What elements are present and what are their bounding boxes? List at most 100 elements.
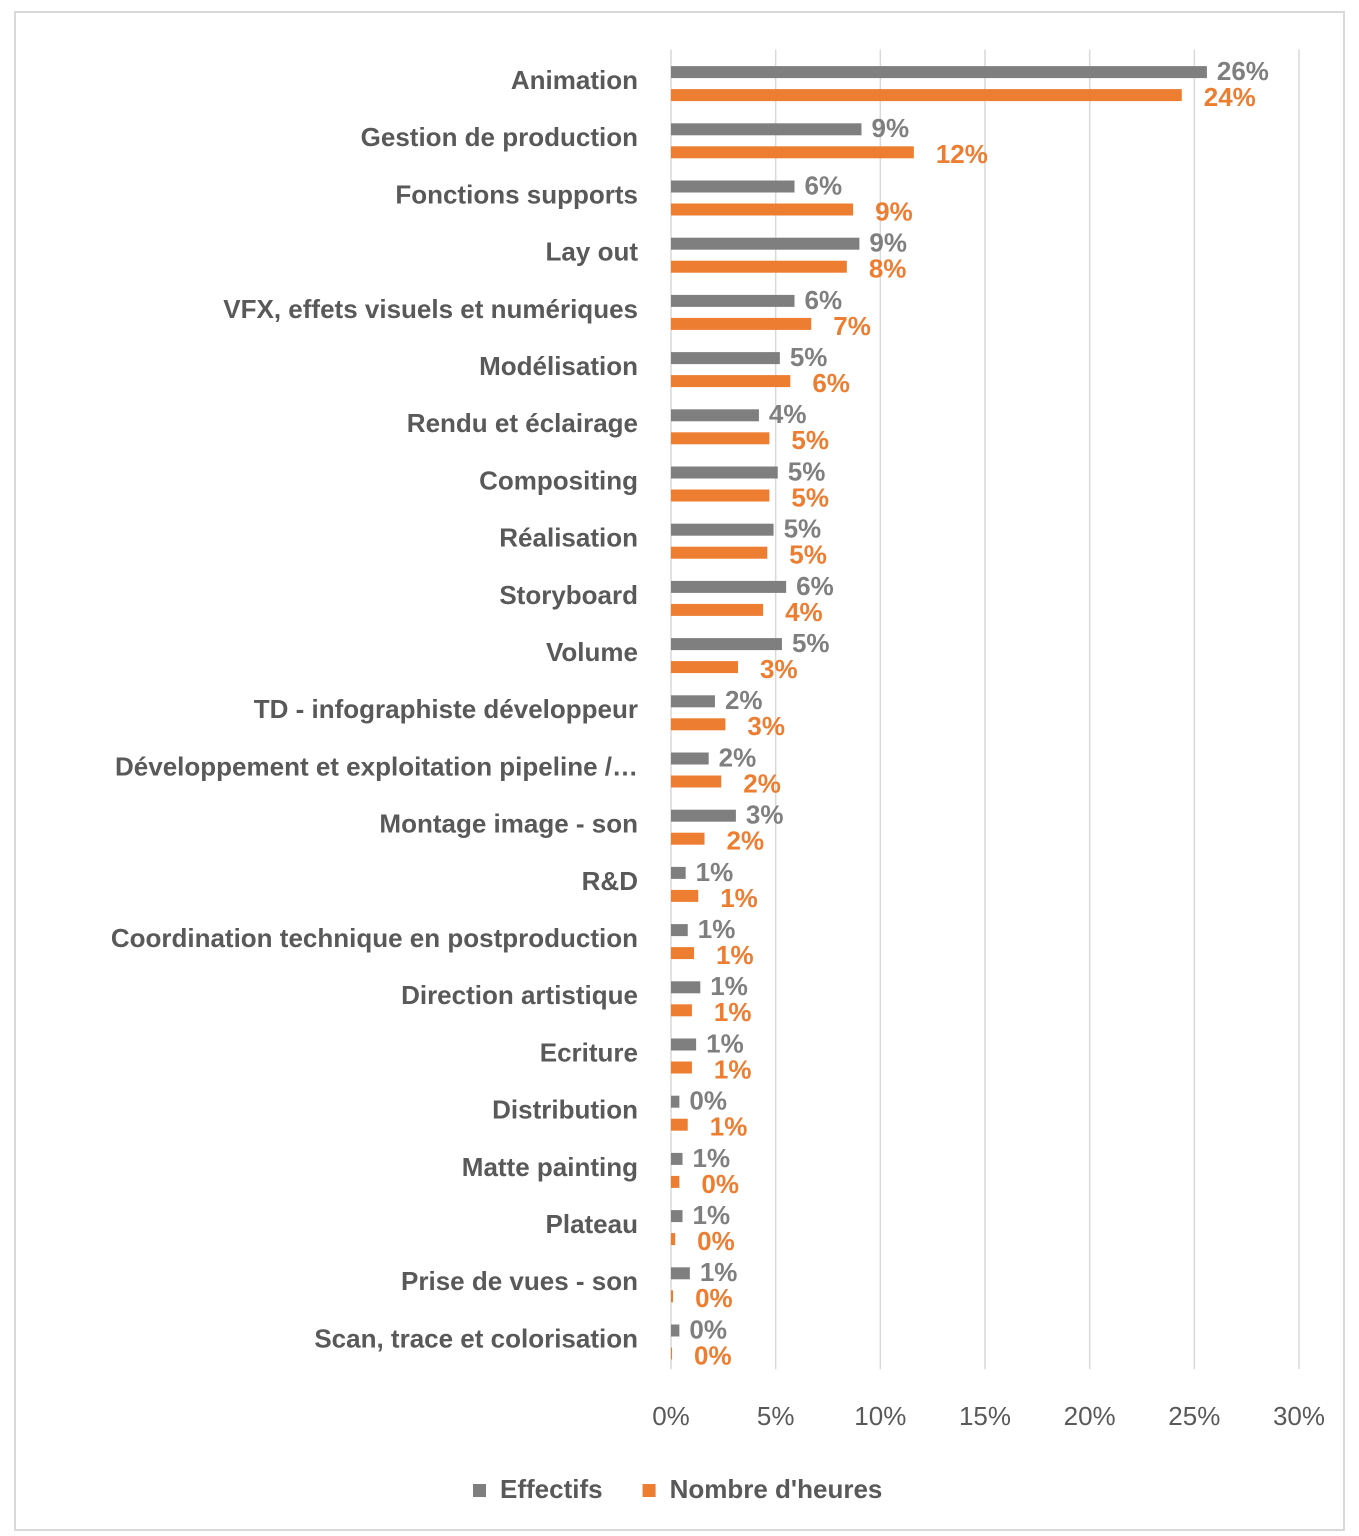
category-label: Scan, trace et colorisation xyxy=(314,1323,638,1353)
bar xyxy=(671,203,854,216)
category-label: Montage image - son xyxy=(379,809,638,839)
bar xyxy=(671,924,688,937)
data-label: 5% xyxy=(788,456,826,486)
bar xyxy=(671,546,768,559)
data-label: 0% xyxy=(697,1226,735,1256)
bar xyxy=(671,1267,690,1280)
data-label: 5% xyxy=(791,482,829,512)
data-label: 12% xyxy=(936,139,988,169)
data-label: 4% xyxy=(785,597,823,627)
data-label: 1% xyxy=(698,914,736,944)
bar xyxy=(671,1061,692,1074)
bar xyxy=(671,638,782,651)
data-label: 1% xyxy=(700,1257,738,1287)
data-label: 1% xyxy=(710,971,748,1001)
category-label: R&D xyxy=(582,866,638,896)
x-tick-label: 5% xyxy=(757,1401,795,1431)
data-label: 1% xyxy=(706,1028,744,1058)
data-label: 8% xyxy=(869,254,907,284)
bar xyxy=(671,580,787,593)
bar xyxy=(671,1152,683,1165)
data-label: 9% xyxy=(871,113,909,143)
data-label: 6% xyxy=(796,571,834,601)
data-label: 6% xyxy=(812,368,850,398)
bar xyxy=(671,718,726,731)
category-label: Distribution xyxy=(492,1095,638,1125)
data-label: 1% xyxy=(696,857,734,887)
bar xyxy=(671,523,774,536)
category-label: Lay out xyxy=(546,237,639,267)
bar xyxy=(671,123,862,136)
x-tick-label: 30% xyxy=(1273,1401,1325,1431)
bar xyxy=(671,809,736,822)
category-label: Animation xyxy=(511,65,638,95)
bar xyxy=(671,1175,680,1188)
x-tick-label: 10% xyxy=(854,1401,906,1431)
bar xyxy=(671,260,847,273)
bar xyxy=(671,180,795,193)
data-label: 1% xyxy=(710,1112,748,1142)
bar xyxy=(671,294,795,307)
bar xyxy=(671,375,791,388)
bar xyxy=(671,981,701,994)
bar xyxy=(671,1095,680,1108)
legend-swatch xyxy=(642,1484,656,1497)
bar xyxy=(671,661,738,674)
bar xyxy=(671,1038,697,1051)
bar xyxy=(671,752,709,765)
category-label: Réalisation xyxy=(499,523,638,553)
data-label: 26% xyxy=(1217,56,1269,86)
x-tick-label: 25% xyxy=(1168,1401,1220,1431)
category-label: Matte painting xyxy=(462,1152,638,1182)
category-label: Ecriture xyxy=(540,1037,638,1067)
category-label: Volume xyxy=(546,637,638,667)
bar xyxy=(671,466,778,479)
category-label: Compositing xyxy=(479,465,638,495)
category-label: Storyboard xyxy=(499,580,638,610)
bar xyxy=(671,1290,674,1303)
data-label: 0% xyxy=(689,1086,727,1116)
category-label: Prise de vues - son xyxy=(401,1266,638,1296)
category-label: VFX, effets visuels et numériques xyxy=(223,294,638,324)
data-label: 5% xyxy=(791,425,829,455)
bar xyxy=(671,889,699,902)
bar xyxy=(671,1233,676,1246)
legend-label: Nombre d'heures xyxy=(670,1474,883,1504)
data-label: 4% xyxy=(769,399,807,429)
bar xyxy=(671,432,770,445)
bar xyxy=(671,866,686,879)
data-label: 5% xyxy=(790,342,828,372)
legend-label: Effectifs xyxy=(500,1474,603,1504)
bar xyxy=(671,489,770,502)
bar xyxy=(671,89,1182,102)
data-label: 3% xyxy=(746,800,784,830)
data-label: 5% xyxy=(792,628,830,658)
category-label: TD - infographiste développeur xyxy=(254,694,638,724)
data-label: 1% xyxy=(693,1200,731,1230)
bar xyxy=(671,832,705,845)
x-tick-label: 0% xyxy=(652,1401,690,1431)
data-label: 5% xyxy=(784,514,822,544)
category-label: Modélisation xyxy=(479,351,638,381)
category-label: Développement et exploitation pipeline /… xyxy=(115,751,638,781)
category-label: Direction artistique xyxy=(401,980,638,1010)
data-label: 6% xyxy=(805,285,843,315)
data-label: 1% xyxy=(714,997,752,1027)
x-tick-label: 15% xyxy=(959,1401,1011,1431)
category-label: Rendu et éclairage xyxy=(407,408,638,438)
bar xyxy=(671,603,764,616)
data-label: 24% xyxy=(1204,82,1256,112)
data-label: 6% xyxy=(805,170,843,200)
bar xyxy=(671,947,695,960)
bar xyxy=(671,409,759,422)
bar xyxy=(671,352,780,365)
data-label: 3% xyxy=(760,654,798,684)
data-label: 9% xyxy=(869,228,907,258)
bar xyxy=(671,1324,680,1337)
x-tick-label: 20% xyxy=(1064,1401,1116,1431)
bar xyxy=(671,695,715,708)
data-label: 2% xyxy=(725,685,763,715)
category-label: Fonctions supports xyxy=(395,179,638,209)
bar xyxy=(671,317,812,330)
bar xyxy=(671,1210,683,1223)
